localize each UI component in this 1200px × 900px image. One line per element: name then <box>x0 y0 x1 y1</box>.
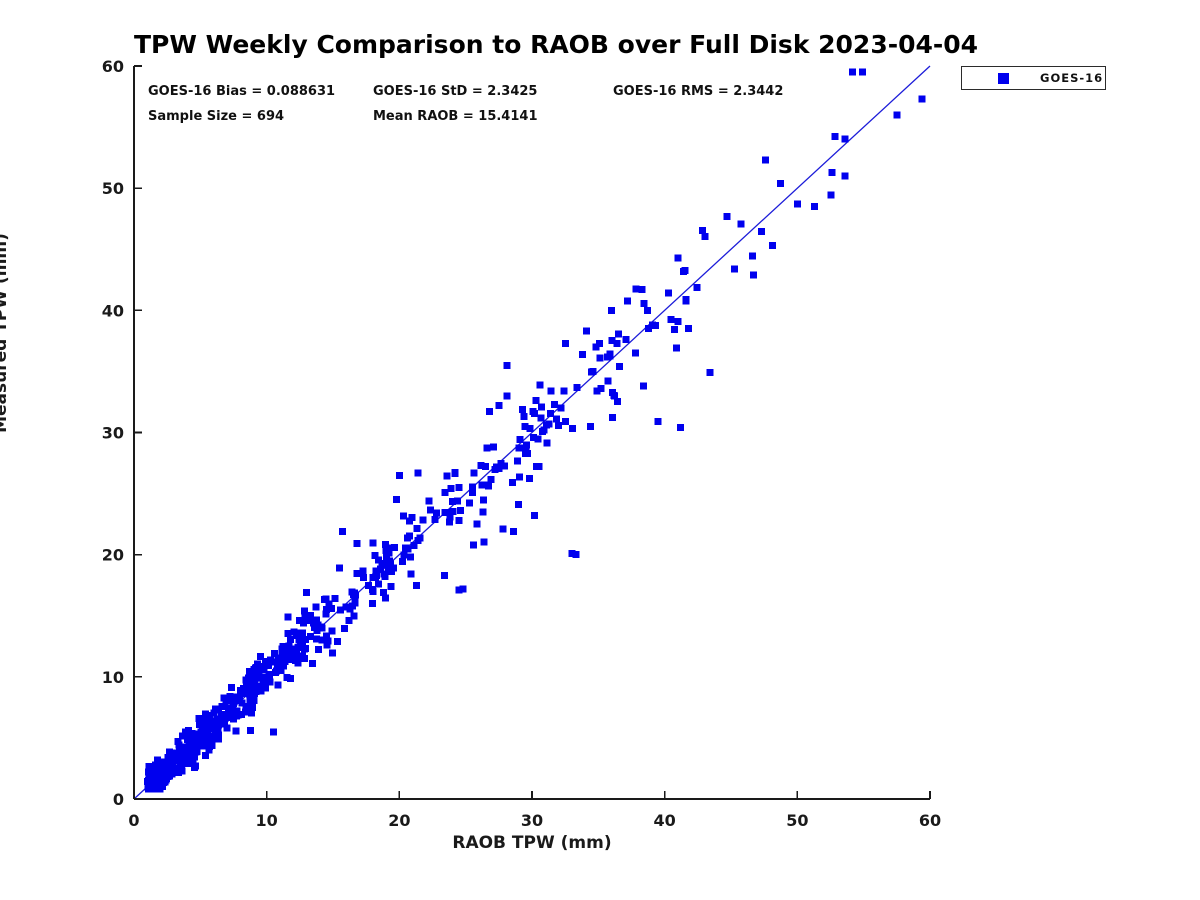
x-axis-label: RAOB TPW (mm) <box>452 833 612 853</box>
y-tick-label: 0 <box>113 790 124 809</box>
x-tick-label: 0 <box>128 811 139 830</box>
x-tick-label: 30 <box>521 811 543 830</box>
y-tick-label: 40 <box>102 301 124 320</box>
x-tick-label: 10 <box>256 811 278 830</box>
y-axis-label: Measured TPW (mm) <box>0 233 11 433</box>
legend-series-label: GOES-16 <box>1040 71 1104 85</box>
x-tick-label: 50 <box>786 811 808 830</box>
stat-rms: GOES-16 RMS = 2.3442 <box>613 84 784 99</box>
y-tick-label: 60 <box>102 57 124 76</box>
y-tick-label: 30 <box>102 424 124 443</box>
stat-sample-size: Sample Size = 694 <box>148 109 285 124</box>
chart-title: TPW Weekly Comparison to RAOB over Full … <box>134 30 979 59</box>
y-tick-label: 10 <box>102 668 124 687</box>
tick-marks <box>133 65 931 800</box>
x-tick-label: 60 <box>919 811 941 830</box>
y-tick-label: 50 <box>102 179 124 198</box>
x-tick-label: 40 <box>654 811 676 830</box>
x-tick-label: 20 <box>388 811 410 830</box>
legend: GOES-16 <box>961 66 1106 90</box>
tick-labels: 0 10 20 30 40 50 60 0 10 20 30 40 50 60 <box>102 57 941 830</box>
legend-marker-square-icon <box>998 72 1009 84</box>
stat-bias: GOES-16 Bias = 0.088631 <box>148 84 336 99</box>
scatter-points <box>144 68 926 793</box>
stat-mean-raob: Mean RAOB = 15.4141 <box>373 109 538 124</box>
y-tick-label: 20 <box>102 546 124 565</box>
stat-std: GOES-16 StD = 2.3425 <box>373 84 538 99</box>
